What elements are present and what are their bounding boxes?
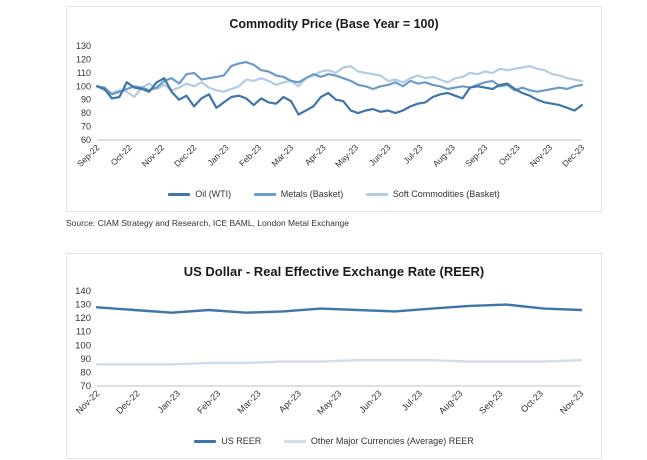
x-tick-label: Nov-23 [528, 142, 555, 169]
chart-legend: Oil (WTI) Metals (Basket) Soft Commoditi… [67, 189, 601, 199]
x-tick-label: Sep-23 [463, 142, 490, 169]
x-tick-label: Apr-23 [277, 388, 303, 414]
x-tick-label: Nov-22 [140, 142, 167, 169]
x-tick-label: Aug-23 [437, 388, 465, 416]
legend-swatch [194, 440, 217, 444]
x-tick-label: Oct-23 [497, 142, 522, 167]
y-tick-label: 100 [76, 81, 91, 91]
y-tick-label: 120 [76, 54, 91, 64]
legend-swatch [253, 193, 276, 197]
y-tick-label: 110 [76, 327, 91, 338]
x-tick-label: Mar-23 [236, 388, 263, 415]
legend-label: Soft Commodities (Basket) [392, 189, 500, 199]
y-tick-label: 80 [80, 367, 91, 378]
x-tick-label: Nov-23 [558, 388, 586, 416]
legend-label: US REER [221, 436, 262, 446]
commodity-price-chart-panel: Commodity Price (Base Year = 100) 60 70 80… [66, 6, 602, 212]
x-tick-label: Mar-23 [269, 142, 295, 168]
chart-title: US Dollar - Real Effective Exchange Rate… [183, 264, 485, 279]
x-tick-label: Nov-22 [74, 388, 102, 416]
legend-label: Other Major Currencies (Average) REER [310, 436, 474, 446]
x-tick-label: Apr-23 [303, 142, 328, 167]
x-tick-label: Jun-23 [357, 388, 384, 415]
source-note: Source: CIAM Strategy and Research, ICE … [66, 218, 350, 228]
x-tick-label: Jan-23 [205, 142, 231, 168]
x-tick-label: Aug-23 [431, 142, 458, 169]
x-tick-label: Sep-22 [75, 142, 102, 169]
legend-swatch [365, 193, 388, 197]
x-tick-label: Feb-23 [237, 142, 263, 168]
y-tick-label: 130 [75, 300, 91, 311]
x-tick-label: Dec-22 [172, 142, 199, 169]
series-line-oil-wti [95, 77, 584, 116]
chart-title: Commodity Price (Base Year = 100) [229, 17, 439, 31]
x-tick-label: Oct-22 [109, 142, 134, 167]
x-tick-label: Jul-23 [400, 388, 424, 412]
legend-item-other-currencies-reer: Other Major Currencies (Average) REER [283, 436, 474, 446]
x-tick-label: Feb-23 [195, 388, 222, 415]
x-tick-label: Dec-23 [560, 142, 587, 169]
x-tick-label: May-23 [333, 142, 360, 169]
y-tick-label: 70 [81, 122, 91, 132]
x-tick-label: Jan-23 [156, 388, 183, 415]
x-tick-label: Dec-22 [114, 388, 142, 416]
legend-item-metals: Metals (Basket) [253, 189, 344, 199]
reer-chart-panel: US Dollar - Real Effective Exchange Rate… [66, 253, 602, 459]
legend-label: Oil (WTI) [195, 189, 232, 199]
y-tick-label: 90 [81, 95, 91, 105]
legend-item-oil: Oil (WTI) [168, 189, 231, 199]
series-line-other-major-currencies-average-reer [95, 358, 583, 366]
y-tick-label: 120 [75, 313, 91, 324]
legend-swatch [168, 193, 191, 197]
y-tick-label: 60 [81, 135, 91, 145]
y-tick-label: 70 [80, 381, 91, 392]
y-tick-label: 140 [75, 286, 91, 297]
y-tick-label: 90 [80, 354, 91, 365]
x-tick-label: Jun-23 [367, 142, 393, 168]
legend-item-soft-commodities: Soft Commodities (Basket) [365, 189, 500, 199]
y-tick-label: 110 [77, 68, 91, 78]
x-tick-label: Jul-23 [401, 142, 425, 166]
chart-legend: US REER Other Major Currencies (Average)… [67, 436, 601, 446]
y-tick-label: 100 [75, 340, 91, 351]
reer-chart: 70 80 90 100 110 120 130 140 Nov-22 Dec-22 Jan-23 F… [74, 286, 586, 417]
x-tick-label: Sep-23 [477, 388, 505, 416]
y-tick-label: 80 [81, 108, 91, 118]
legend-swatch [283, 440, 306, 444]
y-tick-label: 130 [76, 41, 91, 51]
series-line-metals-basket [95, 60, 584, 96]
legend-item-us-reer: US REER [194, 436, 261, 446]
series-line-soft-commodities-basket [95, 64, 584, 99]
series-line-us-reer [95, 303, 583, 314]
x-tick-label: May-23 [315, 388, 343, 416]
x-tick-label: Oct-23 [519, 388, 545, 414]
legend-label: Metals (Basket) [280, 189, 344, 199]
